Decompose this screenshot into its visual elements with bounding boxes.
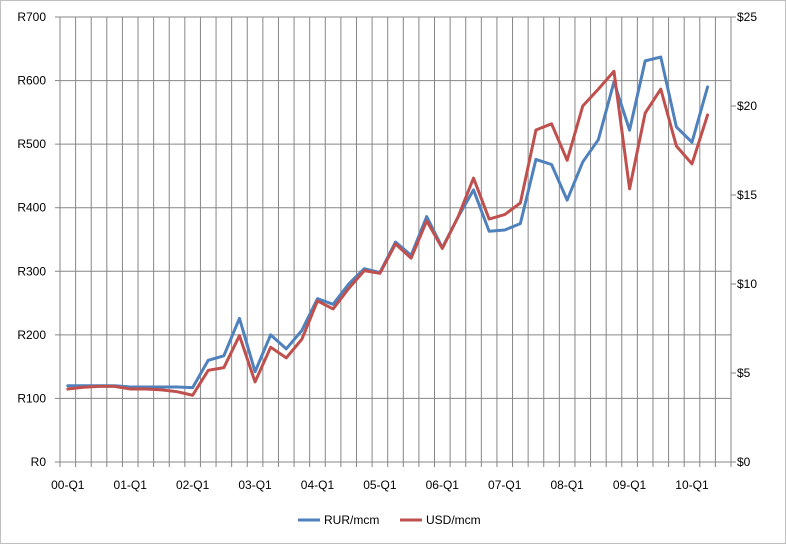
left-axis-tick-label: R200 <box>17 328 46 342</box>
x-axis-tick-label: 04-Q1 <box>301 478 335 492</box>
left-axis-tick-label: R400 <box>17 201 46 215</box>
legend: RUR/mcm USD/mcm <box>298 513 481 527</box>
left-axis-tick-label: R300 <box>17 264 46 278</box>
right-axis-tick-label: $10 <box>737 277 757 291</box>
left-axis-tick-label: R500 <box>17 137 46 151</box>
right-axis-tick-label: $5 <box>737 366 751 380</box>
x-axis-tick-label: 00-Q1 <box>51 478 85 492</box>
axes <box>55 16 736 467</box>
legend-label: USD/mcm <box>426 513 481 527</box>
right-axis-tick-label: $0 <box>737 455 751 469</box>
left-axis-tick-label: R0 <box>31 455 47 469</box>
right-axis-tick-labels: $0 $5 $10 $15 $20 $25 <box>737 10 757 469</box>
right-axis-tick-label: $15 <box>737 188 757 202</box>
left-axis-tick-label: R700 <box>17 10 46 24</box>
plot-area <box>60 17 731 462</box>
left-axis-tick-labels: R0 R100 R200 R300 R400 R500 R600 R700 <box>17 10 46 469</box>
x-axis-tick-label: 09-Q1 <box>613 478 647 492</box>
x-axis-tick-labels: 00-Q1 01-Q1 02-Q1 03-Q1 04-Q1 05-Q1 06-Q1 07-Q1… <box>51 478 709 492</box>
left-axis-tick-label: R600 <box>17 74 46 88</box>
x-axis-tick-label: 01-Q1 <box>114 478 148 492</box>
left-axis-tick-label: R100 <box>17 391 46 405</box>
x-axis-tick-label: 08-Q1 <box>550 478 584 492</box>
x-axis-tick-label: 07-Q1 <box>488 478 522 492</box>
x-axis-tick-label: 06-Q1 <box>426 478 460 492</box>
x-axis-tick-label: 05-Q1 <box>363 478 397 492</box>
right-axis-tick-label: $20 <box>737 99 757 113</box>
series-line-usd-mcm <box>66 69 710 397</box>
series-layer <box>66 55 710 397</box>
x-axis-tick-label: 03-Q1 <box>238 478 272 492</box>
x-axis-tick-label: 02-Q1 <box>176 478 210 492</box>
right-axis-tick-label: $25 <box>737 10 757 24</box>
x-axis-tick-label: 10-Q1 <box>675 478 709 492</box>
legend-label: RUR/mcm <box>324 513 379 527</box>
